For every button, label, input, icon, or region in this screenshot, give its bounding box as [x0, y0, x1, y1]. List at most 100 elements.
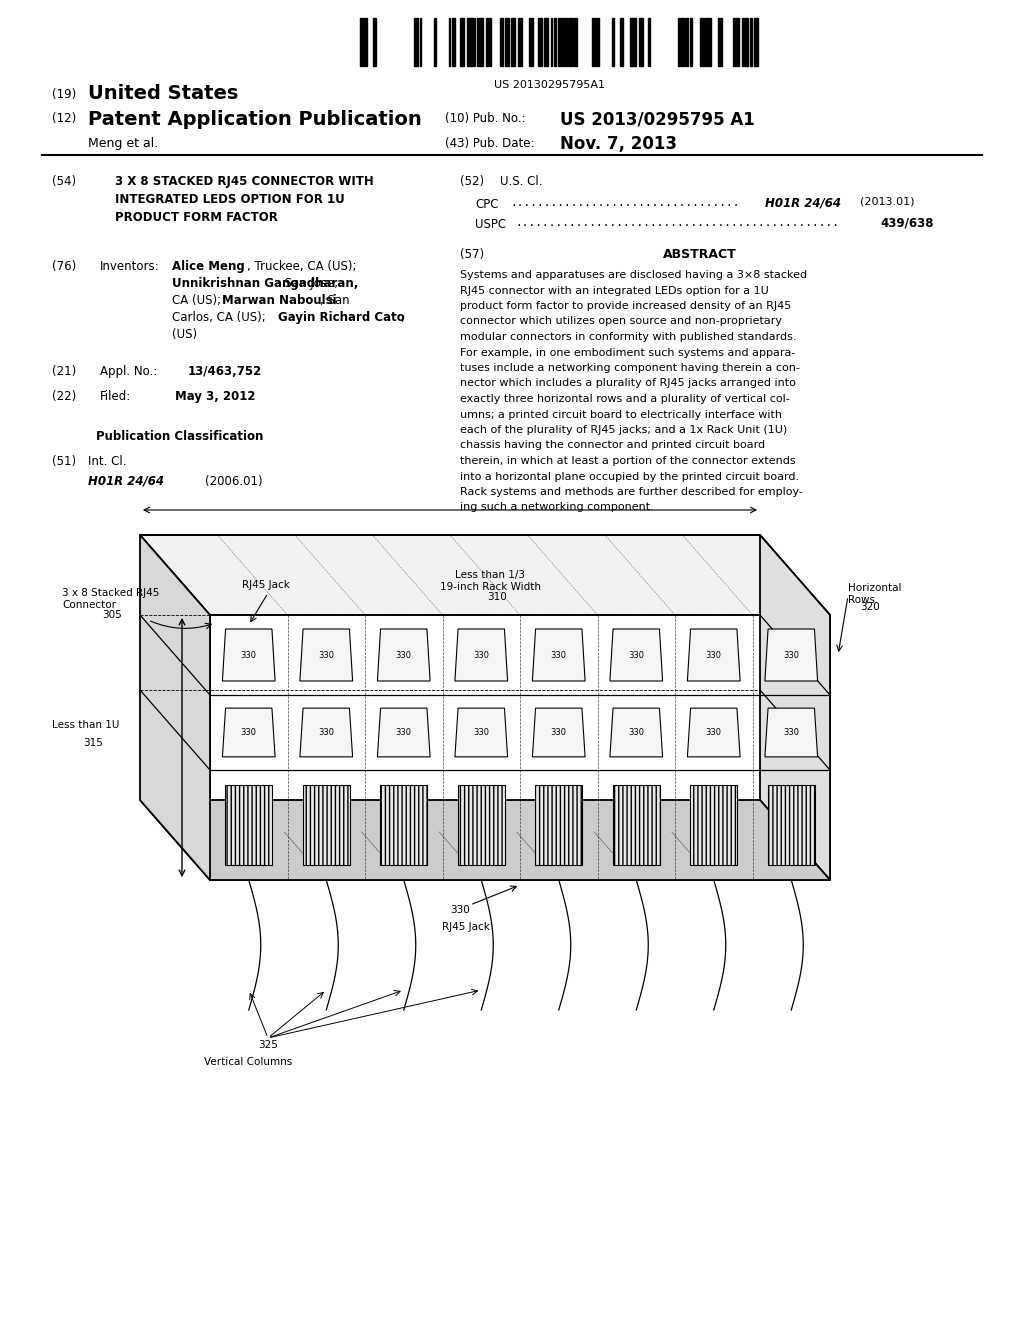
Text: exactly three horizontal rows and a plurality of vertical col-: exactly three horizontal rows and a plur…: [460, 393, 790, 404]
Text: Rack systems and methods are further described for employ-: Rack systems and methods are further des…: [460, 487, 803, 498]
Bar: [420, 18, 421, 66]
Bar: [733, 18, 735, 66]
Bar: [750, 18, 753, 66]
Bar: [461, 18, 465, 66]
Text: 330: 330: [318, 651, 334, 660]
Text: (43) Pub. Date:: (43) Pub. Date:: [445, 137, 535, 150]
Bar: [648, 18, 650, 66]
Text: Systems and apparatuses are disclosed having a 3×8 stacked: Systems and apparatuses are disclosed ha…: [460, 271, 807, 280]
Text: U.S. Cl.: U.S. Cl.: [500, 176, 543, 187]
Bar: [434, 18, 436, 66]
Text: Marwan Naboulsi: Marwan Naboulsi: [222, 294, 337, 308]
Polygon shape: [222, 708, 275, 756]
Text: modular connectors in conformity with published standards.: modular connectors in conformity with pu…: [460, 333, 797, 342]
Text: H01R 24/64: H01R 24/64: [88, 475, 164, 488]
Text: (12): (12): [52, 112, 76, 125]
Bar: [681, 18, 684, 66]
Text: CA (US);: CA (US);: [172, 294, 225, 308]
Text: 330: 330: [783, 651, 800, 660]
Text: (2013.01): (2013.01): [860, 195, 914, 206]
Text: RJ45 Jack: RJ45 Jack: [442, 921, 489, 932]
Text: product form factor to provide increased density of an RJ45: product form factor to provide increased…: [460, 301, 792, 312]
Text: 330: 330: [450, 906, 470, 915]
Bar: [768, 785, 815, 865]
Text: US 2013/0295795 A1: US 2013/0295795 A1: [560, 110, 755, 128]
Bar: [612, 18, 614, 66]
Text: Carlos, CA (US);: Carlos, CA (US);: [172, 312, 269, 323]
Text: each of the plurality of RJ45 jacks; and a 1x Rack Unit (1U): each of the plurality of RJ45 jacks; and…: [460, 425, 787, 436]
Bar: [477, 18, 483, 66]
Bar: [360, 18, 361, 66]
Polygon shape: [455, 708, 508, 756]
Text: (76): (76): [52, 260, 76, 273]
Polygon shape: [532, 630, 585, 681]
Text: RJ45 Jack: RJ45 Jack: [242, 579, 290, 590]
Text: , San: , San: [319, 294, 349, 308]
Text: Alice Meng: Alice Meng: [172, 260, 245, 273]
Text: (54): (54): [52, 176, 76, 187]
Text: 330: 330: [395, 651, 412, 660]
Bar: [639, 18, 643, 66]
Bar: [699, 18, 703, 66]
Text: Int. Cl.: Int. Cl.: [88, 455, 127, 469]
Text: Less than 1U: Less than 1U: [52, 719, 120, 730]
Text: 330: 330: [473, 729, 489, 737]
Text: ..................................: ..................................: [510, 198, 739, 209]
Bar: [518, 18, 521, 66]
Bar: [458, 785, 505, 865]
Text: 330: 330: [241, 729, 257, 737]
Bar: [612, 785, 659, 865]
Bar: [474, 18, 475, 66]
Text: Patent Application Publication: Patent Application Publication: [88, 110, 422, 129]
Bar: [467, 18, 473, 66]
Text: ABSTRACT: ABSTRACT: [664, 248, 737, 261]
Bar: [754, 18, 758, 66]
Polygon shape: [610, 708, 663, 756]
Polygon shape: [455, 630, 508, 681]
Text: United States: United States: [88, 84, 239, 103]
Bar: [690, 18, 692, 66]
Bar: [449, 18, 451, 66]
Polygon shape: [140, 535, 210, 880]
Text: (19): (19): [52, 88, 76, 102]
Bar: [225, 785, 272, 865]
Polygon shape: [300, 708, 352, 756]
Text: Inventors:: Inventors:: [100, 260, 160, 273]
Text: (2006.01): (2006.01): [205, 475, 262, 488]
Text: 305: 305: [102, 610, 122, 620]
Bar: [501, 18, 503, 66]
Bar: [718, 18, 722, 66]
Text: 310: 310: [487, 591, 507, 602]
Text: Unnikrishnan Gangadharan,: Unnikrishnan Gangadharan,: [172, 277, 358, 290]
Bar: [563, 18, 565, 66]
Polygon shape: [140, 800, 830, 880]
Text: 13/463,752: 13/463,752: [188, 366, 262, 378]
Polygon shape: [300, 630, 352, 681]
Bar: [705, 18, 711, 66]
Bar: [554, 18, 556, 66]
Text: Filed:: Filed:: [100, 389, 131, 403]
Text: RJ45 connector with an integrated LEDs option for a 1U: RJ45 connector with an integrated LEDs o…: [460, 285, 769, 296]
Text: umns; a printed circuit board to electrically interface with: umns; a printed circuit board to electri…: [460, 409, 782, 420]
Bar: [678, 18, 680, 66]
Bar: [551, 18, 553, 66]
Text: , Truckee, CA (US);: , Truckee, CA (US);: [247, 260, 356, 273]
Bar: [685, 18, 688, 66]
Text: 320: 320: [860, 602, 880, 612]
Text: ing such a networking component.: ing such a networking component.: [460, 503, 653, 512]
Text: 3 X 8 STACKED RJ45 CONNECTOR WITH
INTEGRATED LEDS OPTION FOR 1U
PRODUCT FORM FAC: 3 X 8 STACKED RJ45 CONNECTOR WITH INTEGR…: [115, 176, 374, 224]
Text: ................................................: ........................................…: [515, 218, 839, 228]
Bar: [539, 18, 543, 66]
Text: San Jose,: San Jose,: [172, 277, 338, 290]
Polygon shape: [210, 615, 830, 880]
Text: 330: 330: [629, 651, 644, 660]
Bar: [744, 18, 749, 66]
Text: USPC: USPC: [475, 218, 506, 231]
Text: 325: 325: [258, 1040, 278, 1049]
Text: Nov. 7, 2013: Nov. 7, 2013: [560, 135, 677, 153]
Bar: [621, 18, 623, 66]
Bar: [736, 18, 739, 66]
Text: ,: ,: [400, 312, 403, 323]
Bar: [511, 18, 515, 66]
Bar: [690, 785, 737, 865]
